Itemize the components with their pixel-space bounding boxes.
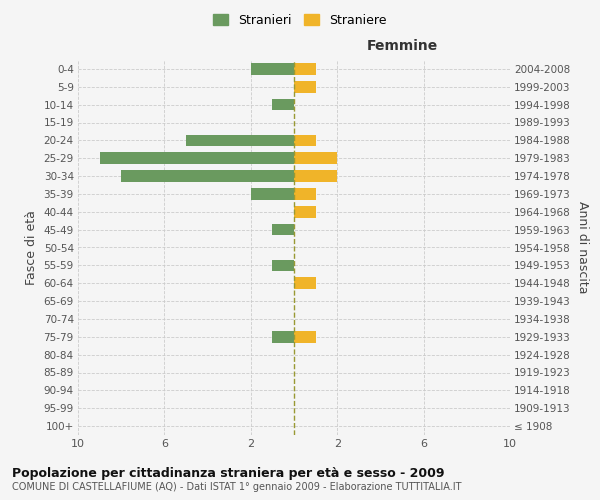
Bar <box>251 63 294 74</box>
Bar <box>294 134 316 146</box>
Bar <box>121 170 294 182</box>
Bar <box>272 99 294 110</box>
Bar <box>272 260 294 271</box>
Legend: Stranieri, Straniere: Stranieri, Straniere <box>208 8 392 32</box>
Bar <box>272 331 294 342</box>
Bar <box>186 134 294 146</box>
Bar <box>294 188 316 200</box>
Bar <box>294 63 316 74</box>
Bar <box>294 170 337 182</box>
Text: COMUNE DI CASTELLAFIUME (AQ) - Dati ISTAT 1° gennaio 2009 - Elaborazione TUTTITA: COMUNE DI CASTELLAFIUME (AQ) - Dati ISTA… <box>12 482 461 492</box>
Bar <box>294 206 316 218</box>
Bar <box>294 278 316 289</box>
Y-axis label: Fasce di età: Fasce di età <box>25 210 38 285</box>
Bar <box>294 331 316 342</box>
Bar <box>272 224 294 235</box>
Text: Femmine: Femmine <box>367 38 437 52</box>
Bar <box>100 152 294 164</box>
Bar <box>294 152 337 164</box>
Bar <box>294 81 316 92</box>
Bar <box>251 188 294 200</box>
Y-axis label: Anni di nascita: Anni di nascita <box>577 201 589 294</box>
Text: Popolazione per cittadinanza straniera per età e sesso - 2009: Popolazione per cittadinanza straniera p… <box>12 468 445 480</box>
